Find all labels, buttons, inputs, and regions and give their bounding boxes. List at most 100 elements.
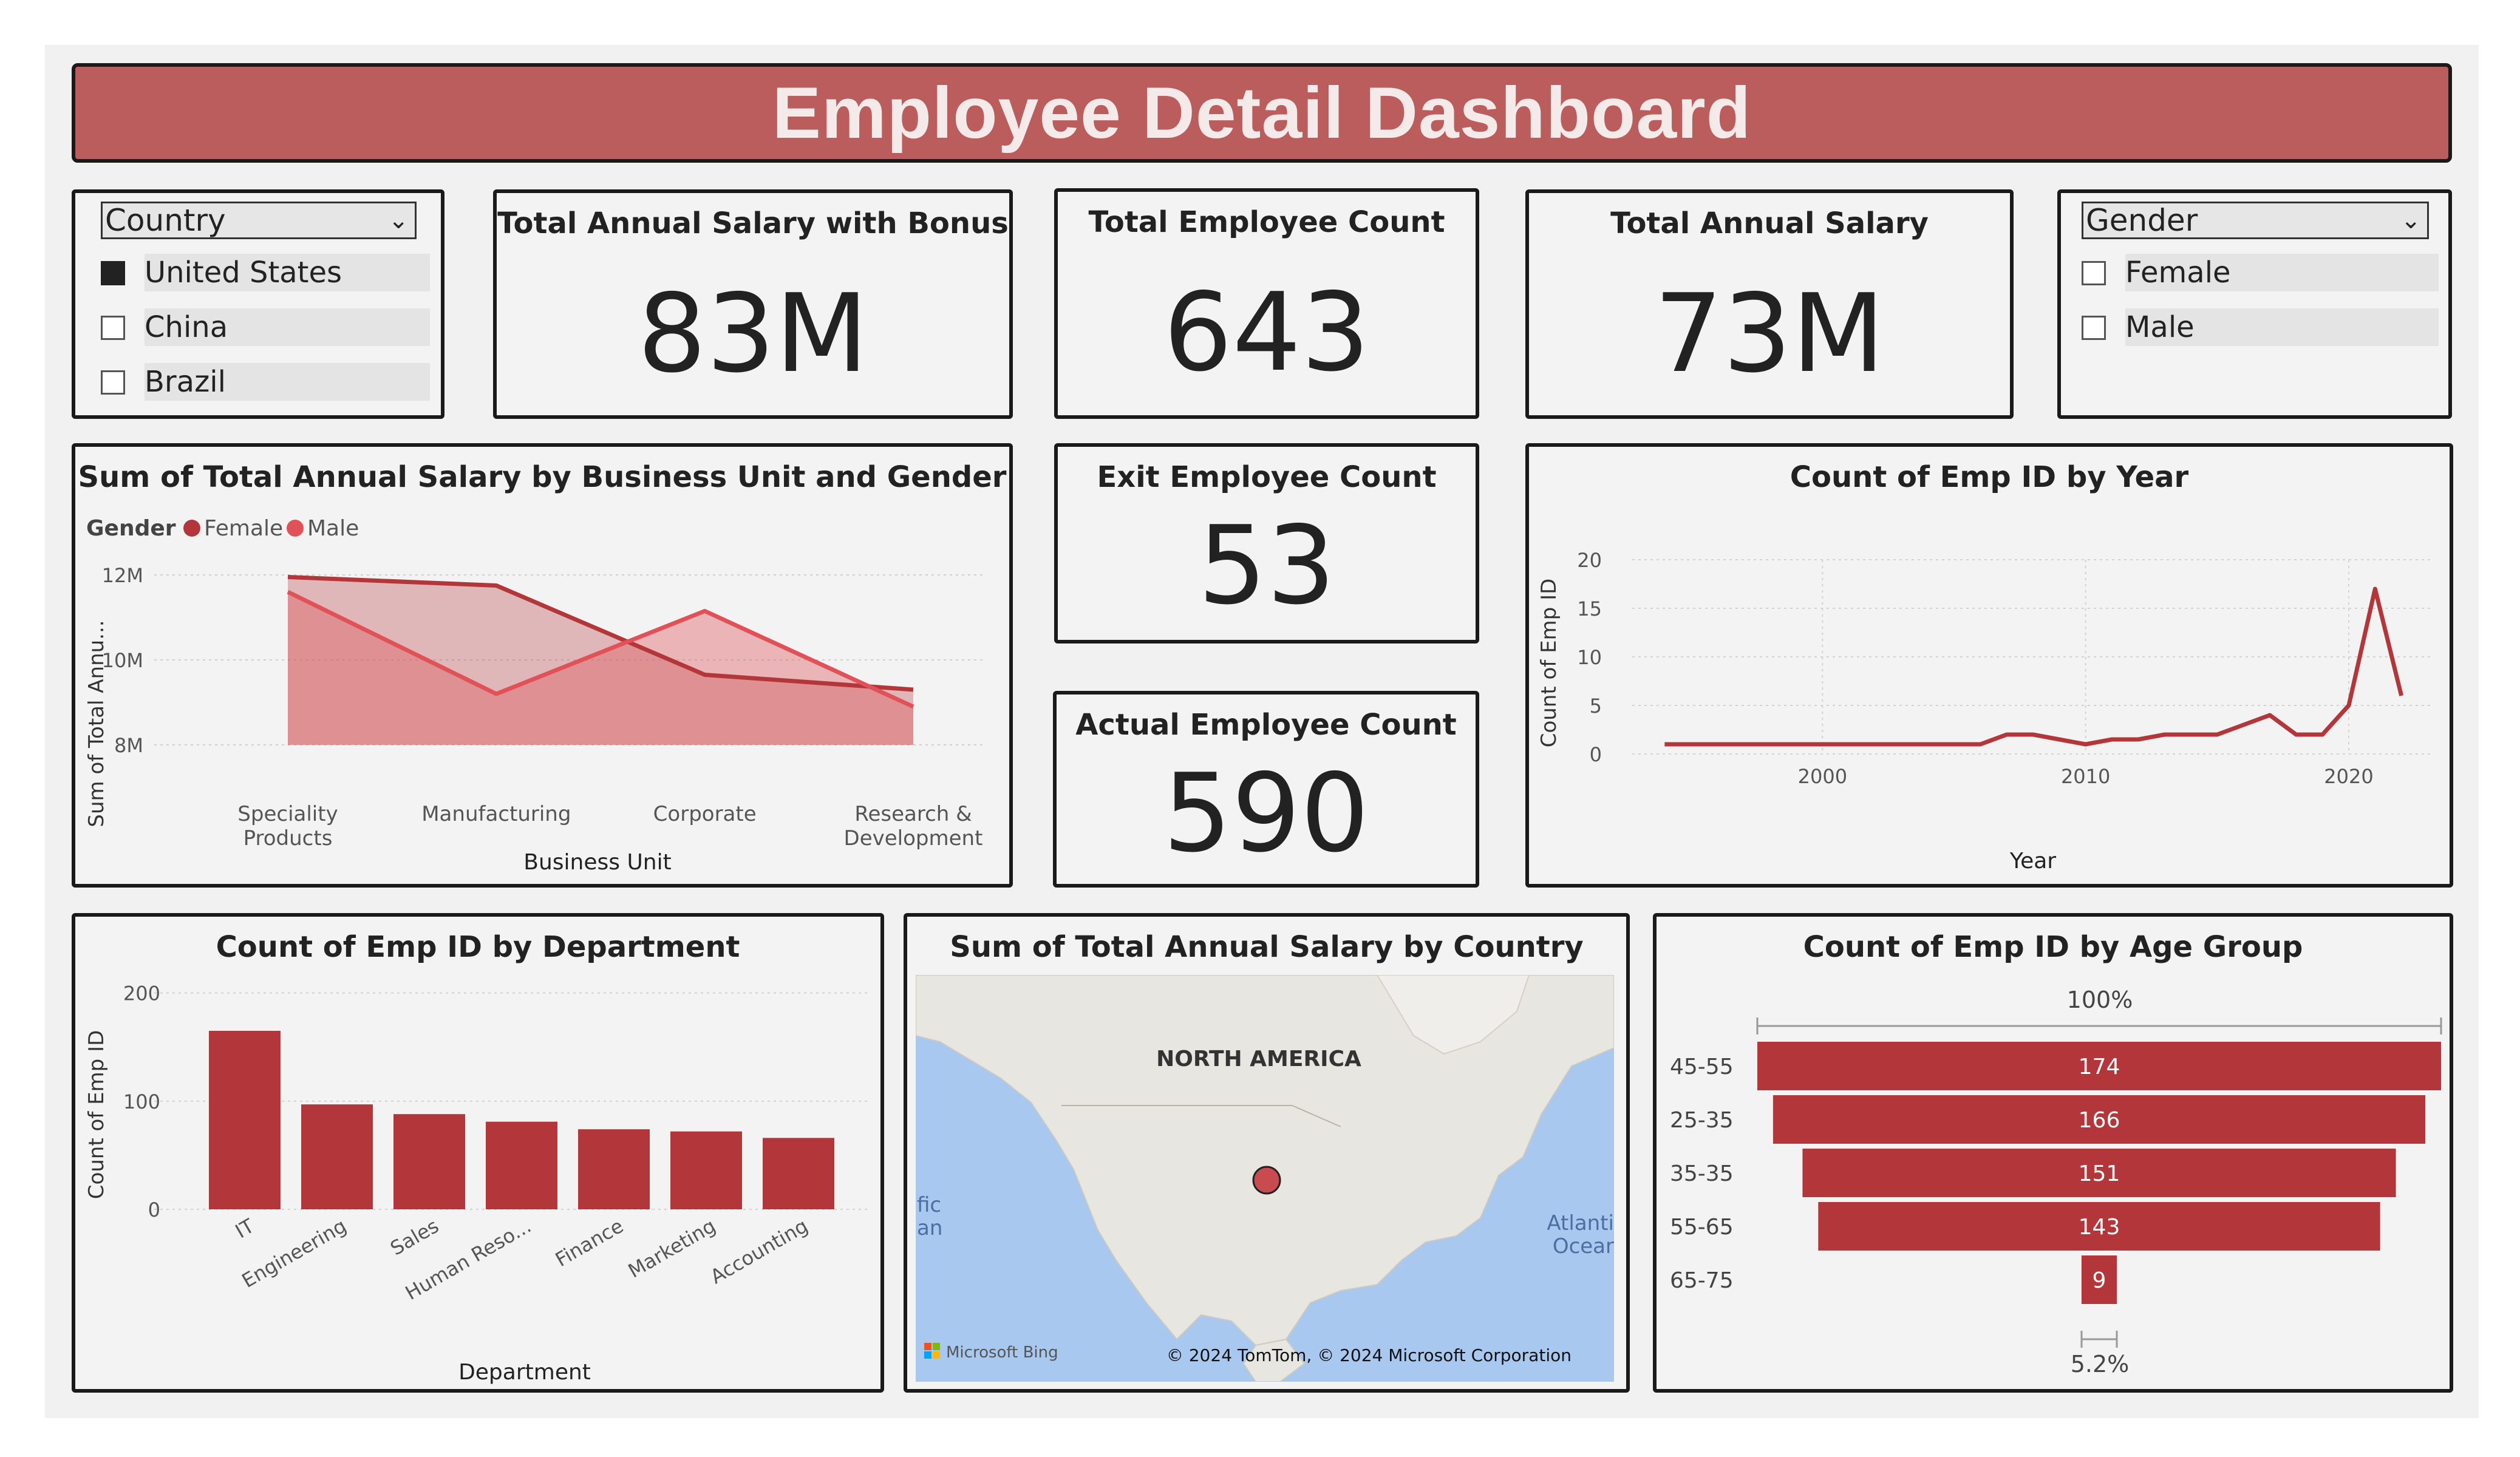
area-chart: Gender Female Male 12M 10M 8M Speciality Pr…	[84, 516, 986, 875]
legend-female-marker	[183, 520, 200, 537]
x-tick-label: Speciality Products	[237, 802, 338, 851]
slicer-item-label: Female	[2125, 254, 2439, 291]
bar-it[interactable]	[209, 1031, 281, 1209]
bar-human-reso-[interactable]	[486, 1121, 557, 1209]
age-group-funnel-panel: Count of Emp ID by Age Group 100% 45-55 1…	[1653, 913, 2453, 1393]
year-line-chart: 20 15 10 5 0 2000 2010 2020 Count of Emp ID Yea…	[1537, 549, 2434, 874]
country-dropdown[interactable]: Country ⌄	[101, 202, 417, 239]
x-tick-label: Accounting	[706, 1214, 812, 1288]
x-tick-label: 2010	[2061, 765, 2110, 788]
funnel-value-label: 151	[2079, 1161, 2120, 1186]
funnel-category-label: 25-35	[1670, 1108, 1734, 1133]
y-tick-label: 12M	[102, 564, 143, 587]
slicer-item-male[interactable]: Male	[2082, 308, 2440, 346]
kpi-value: 83M	[637, 271, 869, 396]
bar-marketing[interactable]	[670, 1131, 742, 1209]
x-tick-label: IT	[231, 1214, 258, 1243]
funnel-bar-35-35[interactable]	[1802, 1149, 2396, 1197]
slicer-item-united-states[interactable]: United States	[101, 254, 430, 291]
checkbox-united-states[interactable]	[101, 261, 125, 285]
bar-sales[interactable]	[393, 1114, 465, 1209]
kpi-title: Total Employee Count	[1088, 205, 1445, 239]
kpi-value: 643	[1163, 270, 1370, 395]
legend-male-marker	[287, 520, 304, 537]
central-america	[1242, 1338, 1306, 1382]
y-tick-label: 15	[1577, 597, 1602, 620]
x-axis-label: Business Unit	[523, 850, 671, 875]
x-tick-label: Marketing	[624, 1214, 720, 1283]
chart-title: Sum of Total Annual Salary by Country	[950, 930, 1584, 964]
bar-finance[interactable]	[578, 1129, 650, 1209]
funnel-bar-55-65[interactable]	[1818, 1202, 2380, 1251]
slicer-item-female[interactable]: Female	[2082, 254, 2440, 291]
slicer-item-china[interactable]: China	[101, 308, 430, 346]
area-fill-female	[288, 577, 913, 745]
chart-title: Sum of Total Annual Salary by Business U…	[78, 460, 1007, 494]
bing-logo-icon	[924, 1343, 940, 1359]
ocean-label-atlantic: Atlanti	[1547, 1211, 1614, 1235]
checkbox-china[interactable]	[101, 316, 125, 340]
ocean-label-pacific: an	[917, 1216, 942, 1240]
map-brand: Microsoft Bing	[946, 1343, 1058, 1362]
checkbox-brazil[interactable]	[101, 370, 125, 395]
funnel-bar-25-35[interactable]	[1773, 1095, 2426, 1144]
bar-engineering[interactable]	[301, 1104, 373, 1209]
series-line-emp-count[interactable]	[1664, 586, 2404, 747]
kpi-title: Total Annual Salary with Bonus	[497, 206, 1009, 240]
y-tick-label: 8M	[114, 734, 143, 757]
area-fill-male	[288, 592, 913, 745]
funnel-category-label: 35-35	[1670, 1161, 1734, 1186]
y-axis-label: Count of Emp ID	[1537, 579, 1561, 748]
chevron-down-icon[interactable]: ⌄	[388, 206, 409, 234]
chart-title: Count of Emp ID by Department	[216, 930, 740, 964]
age-group-funnel: 100% 45-55 174 25-35 166 35-35 151 55-65 143 65-…	[1670, 987, 2442, 1377]
slicer-item-label: Brazil	[145, 363, 430, 401]
country-map[interactable]: NORTH AMERICA fic an Atlanti Ocear Micro…	[916, 975, 1614, 1382]
kpi-title: Exit Employee Count	[1097, 460, 1437, 494]
map-bubble-united-states[interactable]	[1252, 1166, 1281, 1195]
x-tick-label: 2020	[2324, 765, 2373, 788]
bar-accounting[interactable]	[763, 1138, 834, 1209]
checkbox-male[interactable]	[2082, 316, 2106, 340]
funnel-bar-65-75[interactable]	[2081, 1255, 2117, 1304]
kpi-card-exit-count: Exit Employee Count 53	[1054, 443, 1479, 644]
chevron-down-icon[interactable]: ⌄	[2400, 206, 2421, 234]
checkbox-female[interactable]	[2082, 261, 2106, 285]
y-tick-label: 10	[1577, 646, 1602, 669]
x-tick-label: Engineering	[238, 1214, 350, 1292]
slicer-item-brazil[interactable]: Brazil	[101, 363, 430, 401]
funnel-top-percent: 100%	[2067, 987, 2133, 1013]
kpi-card-annual-salary: Total Annual Salary 73M	[1525, 189, 2014, 419]
ocean-label-pacific: fic	[917, 1193, 941, 1217]
map-copyright: © 2024 TomTom, © 2024 Microsoft Corporat…	[1166, 1345, 1572, 1365]
kpi-card-actual-count: Actual Employee Count 590	[1053, 691, 1479, 888]
kpi-title: Actual Employee Count	[1075, 708, 1457, 742]
funnel-top-bracket	[1756, 1017, 2442, 1034]
us-border	[1061, 1105, 1341, 1127]
chart-title: Count of Emp ID by Age Group	[1803, 930, 2303, 964]
y-tick-label: 0	[148, 1198, 160, 1221]
gender-dropdown[interactable]: Gender ⌄	[2082, 202, 2429, 239]
legend-female-label: Female	[204, 516, 283, 541]
year-chart-panel: Count of Emp ID by Year 20 15 10 5 0 2000 2010…	[1525, 443, 2453, 888]
kpi-value: 53	[1197, 503, 1336, 628]
dashboard-title: Employee Detail Dashboard	[772, 72, 1752, 154]
funnel-bottom-percent: 5.2%	[2071, 1351, 2130, 1377]
dashboard-title-banner: Employee Detail Dashboard	[72, 63, 2452, 163]
y-tick-label: 10M	[102, 649, 143, 672]
x-tick-label: Sales	[386, 1214, 443, 1260]
x-tick-label: Corporate	[653, 802, 757, 826]
chart-title: Count of Emp ID by Year	[1790, 460, 2189, 494]
series-line-male[interactable]	[287, 589, 914, 709]
funnel-category-label: 55-65	[1670, 1215, 1734, 1240]
country-dropdown-label: Country	[105, 203, 226, 238]
funnel-value-label: 166	[2079, 1108, 2120, 1133]
kpi-value: 73M	[1653, 271, 1885, 396]
x-axis-label: Year	[2009, 849, 2056, 874]
kpi-title: Total Annual Salary	[1610, 206, 1929, 240]
series-line-female[interactable]	[287, 575, 914, 692]
slicer-item-label: Male	[2125, 308, 2439, 346]
legend-male-label: Male	[307, 516, 359, 541]
funnel-bar-45-55[interactable]	[1757, 1042, 2441, 1090]
